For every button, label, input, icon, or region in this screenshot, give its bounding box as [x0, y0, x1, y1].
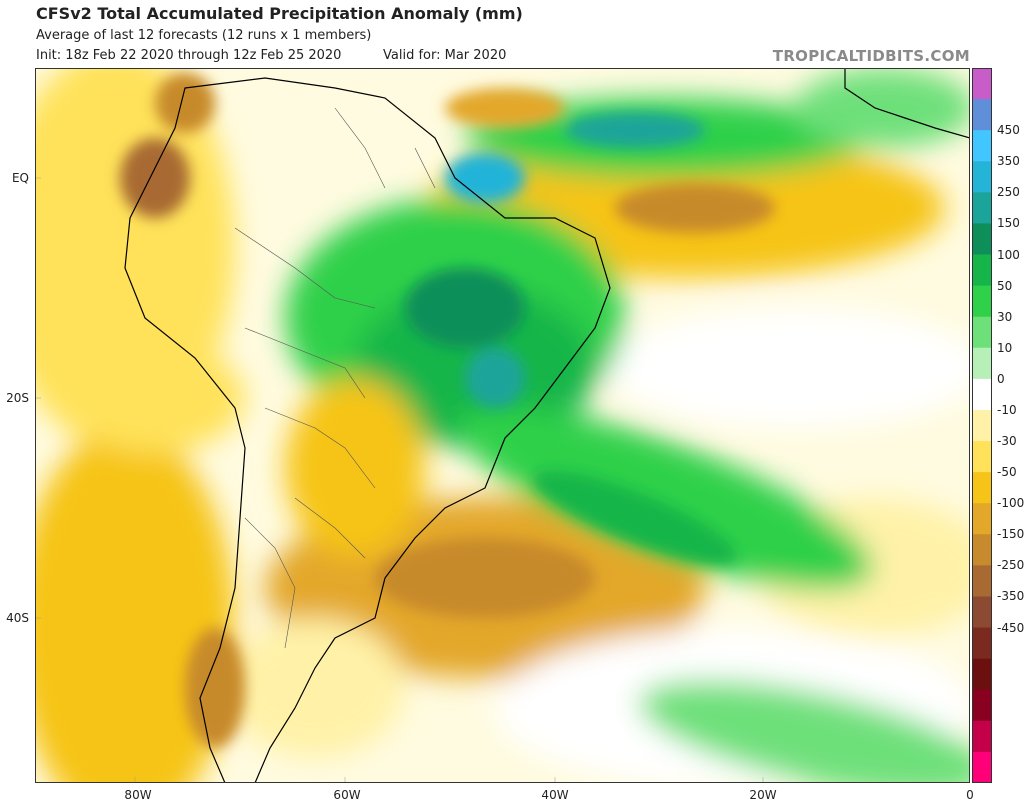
colorbar-label: 250 [997, 185, 1020, 200]
colorbar-label: -100 [997, 496, 1024, 511]
colorbar-swatch [972, 596, 992, 629]
colorbar-label: -30 [997, 434, 1017, 449]
precipitation-anomaly-map [35, 68, 970, 783]
colorbar-label: -250 [997, 558, 1024, 573]
init-text: Init: 18z Feb 22 2020 through 12z Feb 25… [36, 48, 342, 63]
colorbar-label: 450 [997, 123, 1020, 138]
brand-watermark: TROPICALTIDBITS.COM [772, 47, 970, 65]
colorbar-swatch [972, 503, 992, 535]
colorbar-swatch [972, 68, 992, 100]
colorbar-swatch [972, 378, 992, 411]
colorbar [972, 68, 992, 783]
coastlines [124, 68, 970, 783]
colorbar-swatch [972, 254, 992, 287]
colorbar-label: 0 [997, 371, 1005, 386]
lon-label: 60W [333, 788, 361, 802]
anomaly-cores [120, 73, 775, 748]
colorbar-swatch [972, 472, 992, 504]
lat-label: EQ [11, 171, 29, 185]
colorbar-swatch [972, 285, 992, 318]
lon-label: 0 [966, 788, 974, 802]
africa-coastline [844, 68, 970, 139]
lon-label: 40W [541, 788, 569, 802]
colorbar-label: 50 [997, 278, 1013, 293]
colorbar-swatch [972, 409, 992, 442]
colorbar-label: 100 [997, 247, 1020, 262]
colorbar-swatch [972, 161, 992, 193]
colorbar-label: -10 [997, 402, 1017, 417]
lon-label: 20W [749, 788, 777, 802]
colorbar-swatch [972, 347, 992, 380]
colorbar-swatch [972, 658, 992, 691]
anomaly-field [35, 68, 970, 783]
colorbar-swatch [972, 192, 992, 224]
colorbar-swatch [972, 720, 992, 753]
lat-label: 40S [6, 611, 29, 625]
colorbar-swatch [972, 751, 992, 783]
colorbar-swatch [972, 627, 992, 660]
lon-label: 80W [124, 788, 152, 802]
map-subtitle: Average of last 12 forecasts (12 runs x … [36, 28, 372, 43]
south-america-coastline [124, 77, 611, 783]
colorbar-frame [972, 68, 992, 783]
colorbar-swatch [972, 99, 992, 131]
lat-label: 20S [6, 391, 29, 405]
colorbar-label: -50 [997, 465, 1017, 480]
colorbar-swatch [972, 130, 992, 162]
colorbar-label: 350 [997, 154, 1020, 169]
colorbar-swatch [972, 565, 992, 597]
colorbar-swatch [972, 441, 992, 473]
colorbar-swatch [972, 689, 992, 722]
colorbar-label: 10 [997, 340, 1013, 355]
valid-text: Valid for: Mar 2020 [383, 48, 507, 63]
colorbar-label: -350 [997, 589, 1024, 604]
map-title: CFSv2 Total Accumulated Precipitation An… [36, 4, 523, 23]
colorbar-label: 30 [997, 309, 1013, 324]
country-borders [234, 107, 436, 649]
map-frame [35, 68, 970, 783]
colorbar-swatch [972, 534, 992, 566]
colorbar-swatch [972, 223, 992, 256]
colorbar-label: -450 [997, 620, 1024, 635]
colorbar-swatch [972, 316, 992, 349]
colorbar-label: 150 [997, 216, 1020, 231]
colorbar-label: -150 [997, 527, 1024, 542]
